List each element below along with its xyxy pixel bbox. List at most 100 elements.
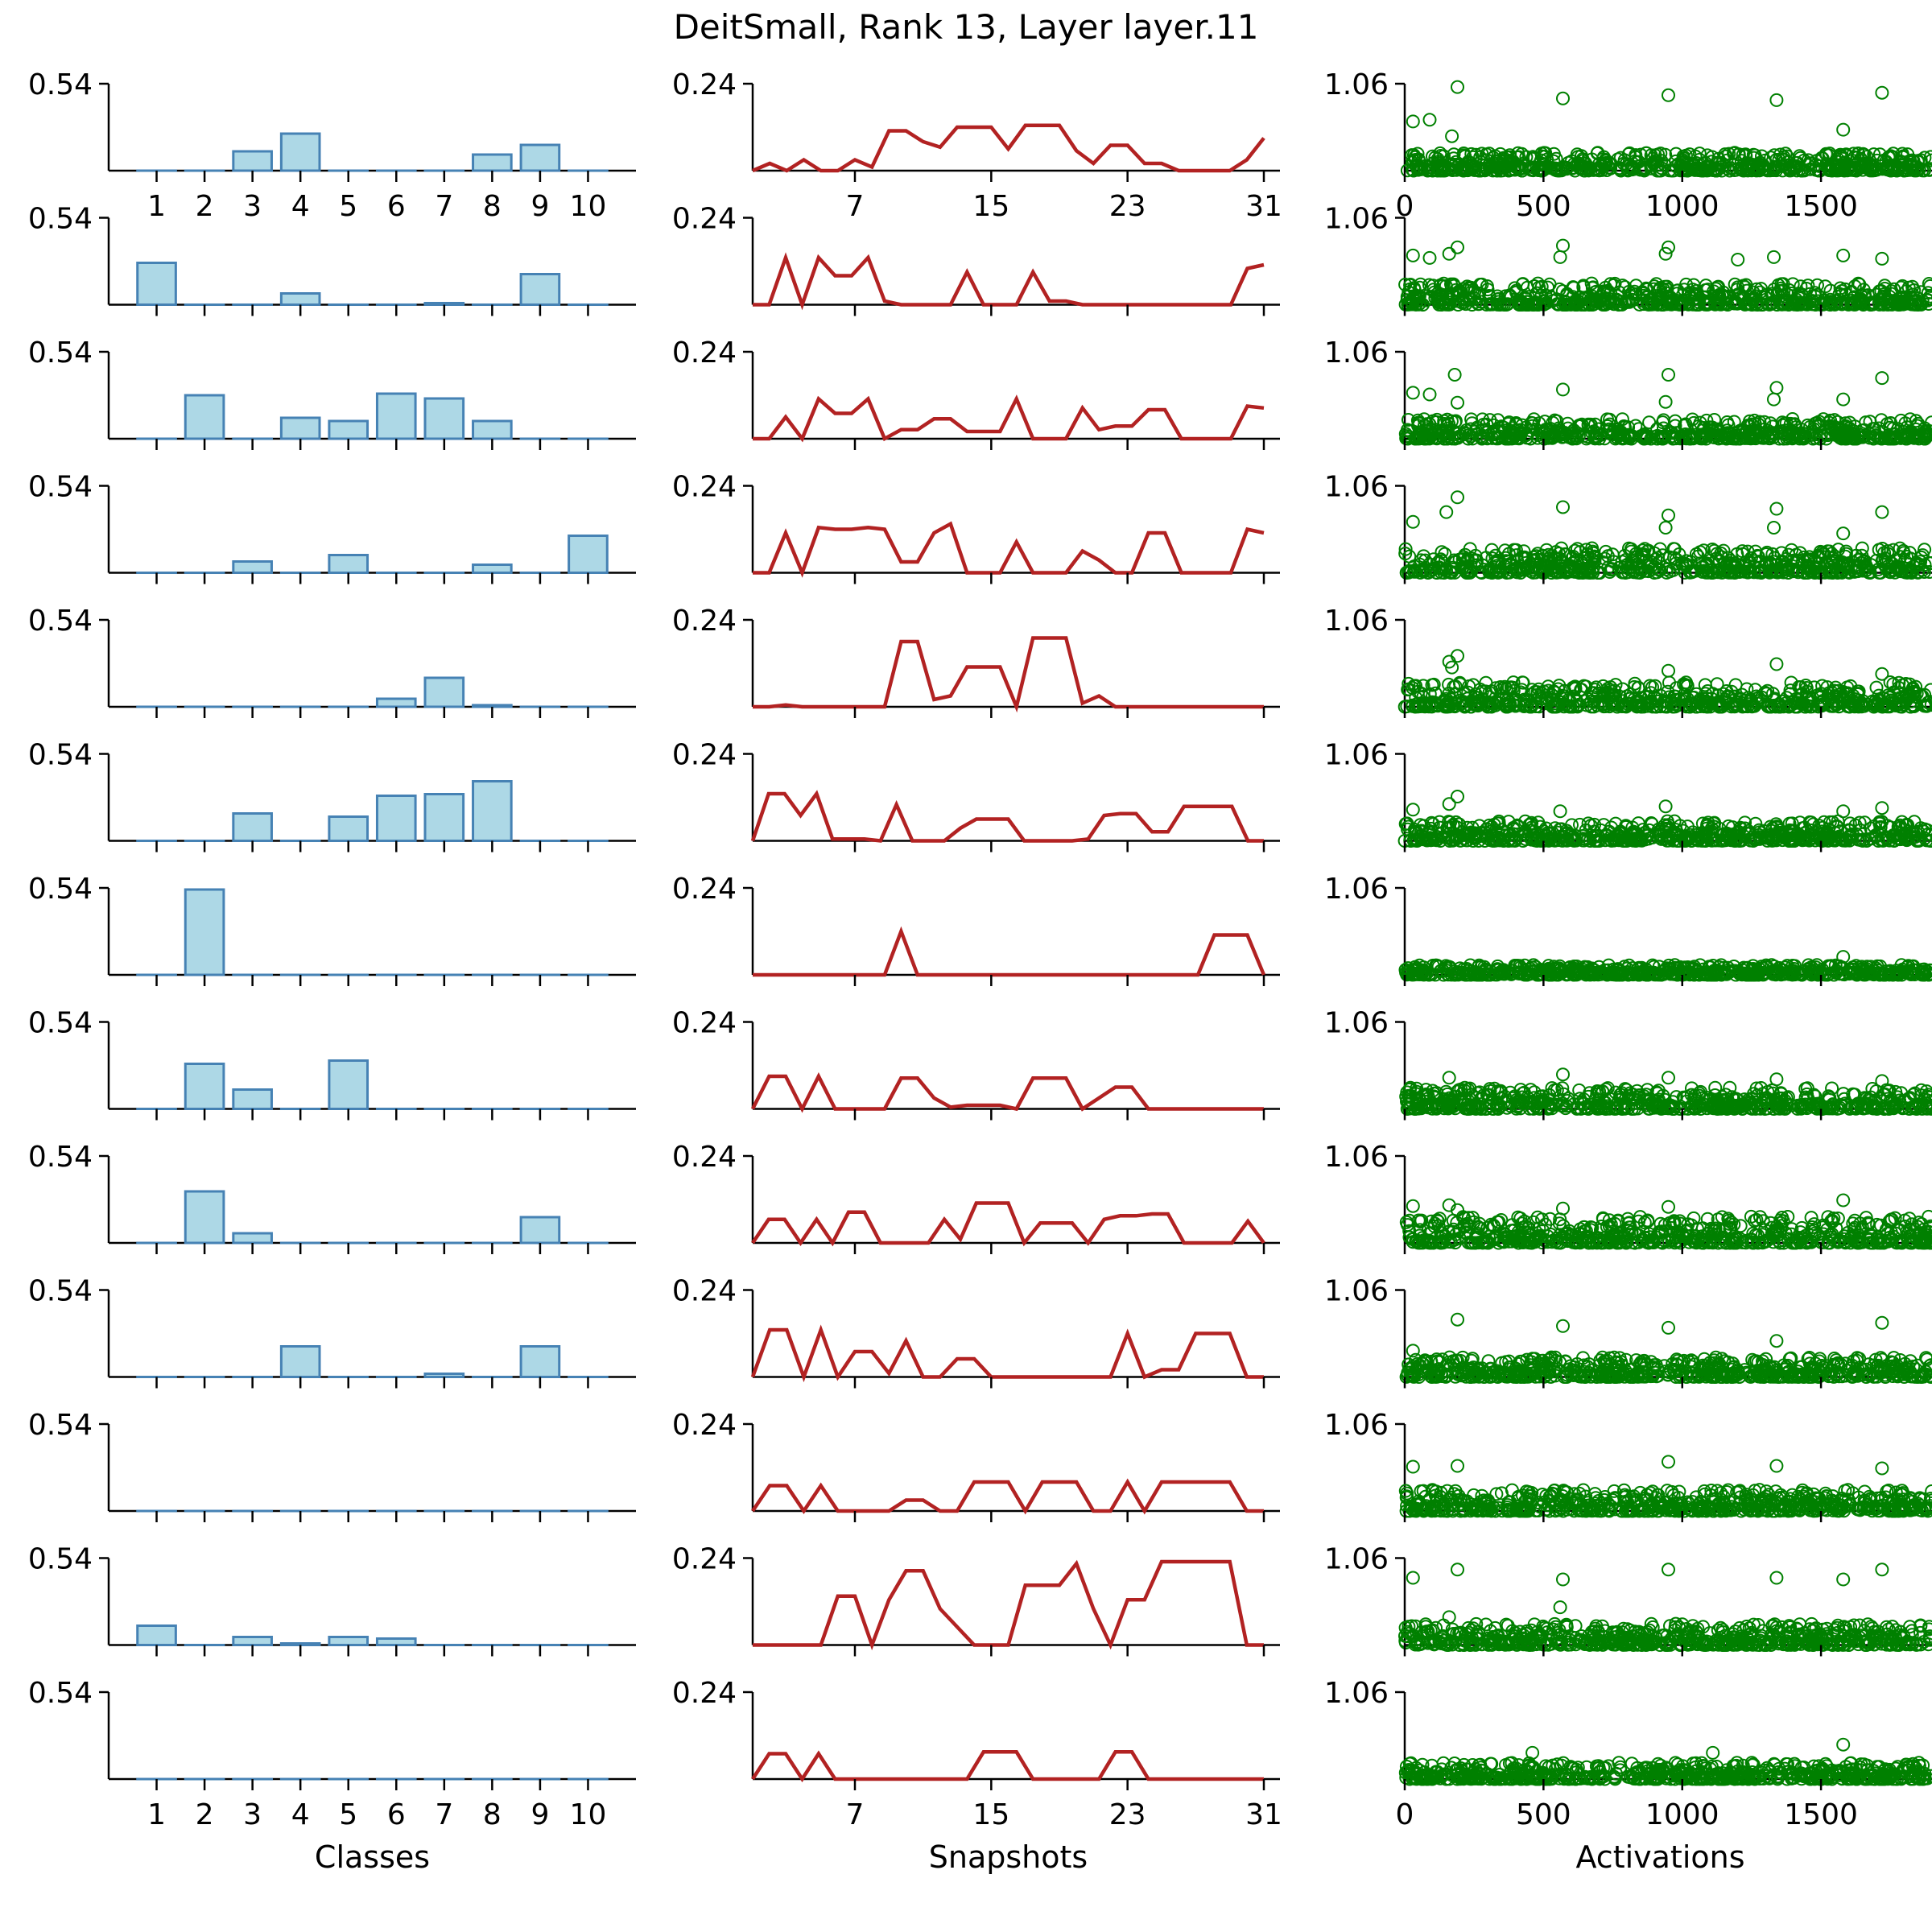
scatter-point	[1875, 505, 1889, 519]
scatter-point	[1740, 163, 1754, 177]
scatter-point	[1463, 280, 1477, 295]
scatter-point	[1556, 382, 1570, 397]
scatter-point	[1433, 278, 1447, 292]
scatter-point	[1488, 163, 1502, 177]
scatter-point	[1505, 154, 1519, 168]
scatter-point	[1751, 156, 1765, 171]
y-tick-label: 0.54	[28, 68, 93, 101]
panel-activations-row-2: 1.06	[1324, 203, 1932, 316]
scatter-point	[1442, 797, 1456, 811]
y-tick-label: 1.06	[1324, 471, 1389, 504]
scatter-point	[1905, 297, 1920, 312]
scatter-point	[1693, 545, 1707, 559]
scatter-point	[1576, 280, 1591, 295]
scatter-point	[1442, 246, 1456, 261]
scatter-point	[1658, 394, 1673, 409]
scatter-point	[1451, 395, 1464, 410]
scatter-point	[1554, 162, 1568, 176]
scatter-point	[1712, 155, 1727, 170]
scatter-point	[1660, 279, 1674, 294]
scatter-point	[1451, 790, 1464, 803]
scatter-point	[1777, 150, 1791, 164]
y-tick-label: 1.06	[1324, 1007, 1389, 1040]
y-tick-label: 0.54	[28, 203, 93, 236]
series-line	[753, 926, 1266, 977]
bar	[519, 143, 561, 172]
scatter-point	[1451, 649, 1464, 663]
scatter-point	[1775, 159, 1790, 173]
scatter-point	[1637, 162, 1652, 176]
scatter-point	[1534, 288, 1549, 303]
scatter-point	[1662, 663, 1675, 678]
panel-classes-row-8: 0.54	[28, 1007, 636, 1121]
scatter-point	[1862, 156, 1876, 171]
scatter-point	[1876, 153, 1891, 167]
y-tick-label: 1.06	[1324, 739, 1389, 772]
scatter-point	[1657, 158, 1672, 172]
bar	[328, 815, 369, 842]
scatter-point	[1613, 151, 1628, 165]
scatter-point	[1731, 287, 1745, 302]
scatter-point	[1722, 147, 1736, 161]
panel-activations-row-1: 1.060 500 1000 1500	[1324, 68, 1932, 223]
bar	[472, 153, 513, 172]
scatter-point	[1794, 279, 1808, 294]
scatter-point	[1622, 285, 1636, 299]
x-tick-label: 1	[147, 190, 166, 223]
scatter-point	[1896, 290, 1910, 304]
scatter-point	[1724, 161, 1738, 175]
scatter-point	[1729, 163, 1744, 177]
panel-classes-row-6: 0.54	[28, 739, 636, 852]
scatter-point	[1909, 163, 1924, 178]
bar	[375, 697, 417, 708]
scatter-point	[1407, 281, 1422, 295]
y-tick-label: 0.54	[28, 873, 93, 906]
series-line	[750, 1072, 1264, 1113]
scatter-point	[1875, 371, 1889, 386]
x-tick-label: 0	[1396, 190, 1414, 223]
scatter-point	[1575, 154, 1590, 168]
bar	[136, 262, 177, 306]
scatter-point	[1493, 147, 1508, 161]
bar	[279, 416, 321, 440]
scatter-point	[1869, 680, 1884, 695]
panel-snapshots-row-5: 0.24	[672, 605, 1280, 718]
scatter-point	[1750, 298, 1765, 312]
scatter-point	[1785, 296, 1799, 311]
scatter-point	[1556, 159, 1571, 174]
bar	[232, 812, 273, 842]
bar	[423, 397, 465, 440]
scatter-point	[1769, 657, 1784, 671]
scatter-point	[1801, 279, 1815, 293]
bar	[184, 888, 225, 976]
scatter-point	[1678, 163, 1693, 178]
scatter-point	[1553, 804, 1567, 819]
panel-activations-row-5: 1.06	[1324, 605, 1932, 718]
scatter-point	[1829, 155, 1843, 169]
scatter-point	[1406, 248, 1420, 262]
scatter-point	[1902, 163, 1917, 177]
x-tick-label: 2	[196, 190, 214, 223]
scatter-point	[1422, 387, 1437, 402]
panel-classes-row-4: 0.54	[28, 471, 636, 584]
scatter-point	[1592, 157, 1607, 171]
panel-classes-row-2: 0.54	[28, 203, 636, 316]
scatter-point	[1836, 526, 1851, 541]
scatter-point	[1579, 161, 1594, 175]
scatter-point	[1473, 150, 1488, 164]
scatter-point	[1413, 280, 1427, 295]
y-tick-label: 0.54	[28, 605, 93, 638]
y-tick-label: 0.54	[28, 739, 93, 772]
scatter-point	[1847, 163, 1861, 177]
scatter-point	[1533, 163, 1547, 177]
bar	[184, 394, 225, 440]
panel-snapshots-row-4: 0.24	[672, 471, 1280, 584]
scatter-point	[1854, 151, 1868, 166]
scatter-point	[1794, 163, 1809, 178]
x-tick-label: 1500	[1784, 190, 1858, 223]
panel-snapshots-row-6: 0.24	[672, 739, 1280, 852]
scatter-point	[1681, 157, 1695, 171]
panel-activations-row-8: 1.06	[1324, 1007, 1932, 1121]
scatter-point	[1836, 122, 1851, 137]
